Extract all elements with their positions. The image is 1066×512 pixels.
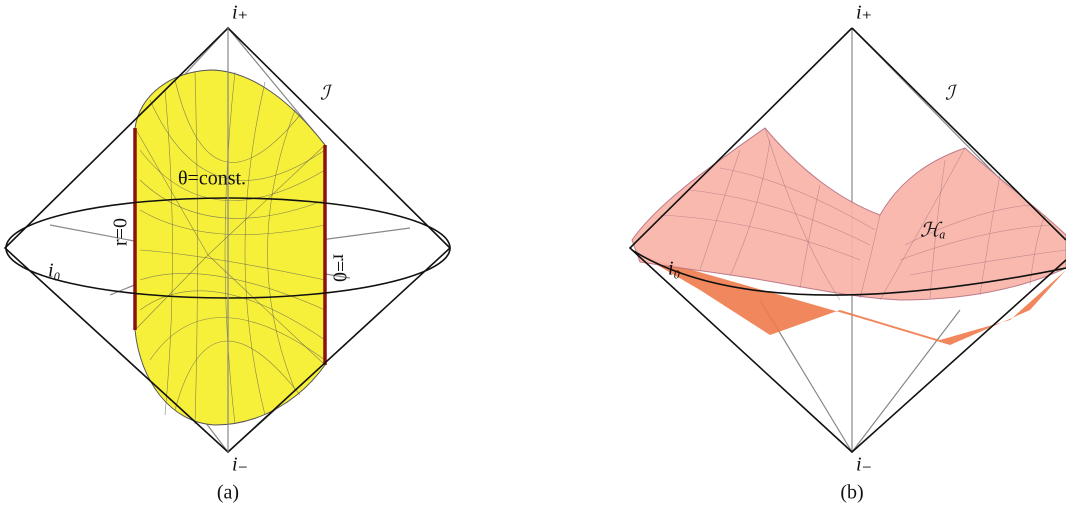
label-i-minus: i₋ xyxy=(232,454,248,476)
label-scri: ℐ xyxy=(320,83,333,105)
caption-b: (b) xyxy=(840,482,863,504)
label-i0: i₀ xyxy=(668,258,681,280)
diamond xyxy=(628,27,1066,454)
label-scri: ℐ xyxy=(945,83,958,105)
label-i-plus: i₊ xyxy=(232,2,248,24)
orange-underside xyxy=(640,255,1066,345)
label-i-plus: i₊ xyxy=(856,2,872,24)
label-i0: i₀ xyxy=(48,260,61,282)
label-theta: θ=const. xyxy=(178,168,246,190)
surface-grid xyxy=(659,127,1066,301)
surface-grid xyxy=(134,71,326,425)
panel-a: i₊ i₋ ℐ i₀ θ=const. r=0 r=0 (a) xyxy=(3,2,452,504)
r0-axis xyxy=(133,128,327,365)
label-i-minus: i₋ xyxy=(856,454,872,476)
label-r0-right: r=0 xyxy=(328,254,350,282)
caption-a: (a) xyxy=(217,482,239,504)
label-horizon: ℋₐ xyxy=(920,220,946,242)
label-r0-left: r=0 xyxy=(110,218,132,246)
ellipse-front xyxy=(631,249,1066,296)
panel-b: i₊ i₋ ℐ i₀ ℋₐ (b) xyxy=(628,2,1066,504)
